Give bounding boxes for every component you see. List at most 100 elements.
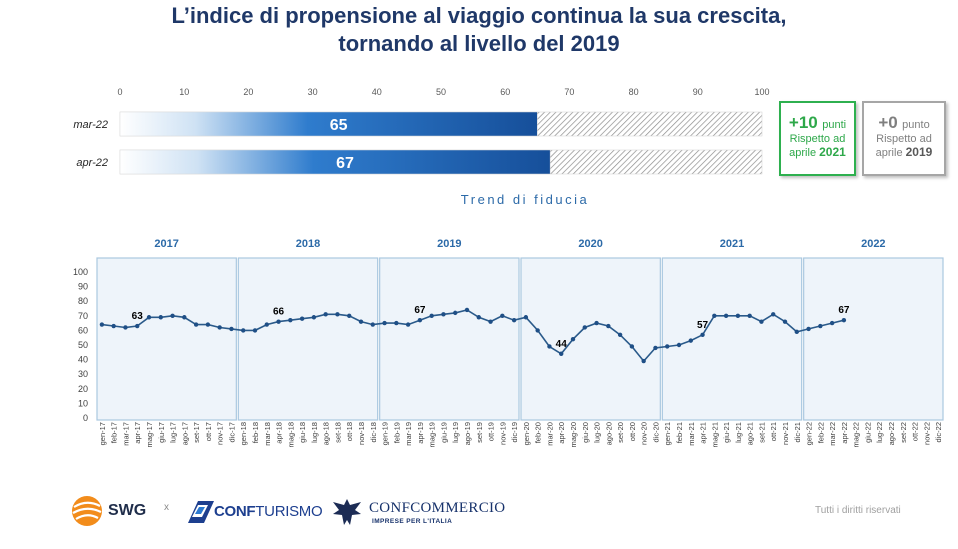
trend-point-ott-17 [205, 322, 211, 327]
trend-x-tick-ott-19: ott-19 [487, 422, 496, 441]
trend-x-tick-lug-19: lug-19 [451, 422, 460, 443]
trend-point-gen-20 [523, 315, 529, 320]
trend-x-tick-gen-20: gen-20 [522, 422, 531, 445]
trend-point-giu-18 [299, 316, 305, 321]
trend-x-tick-giu-22: giu-22 [863, 422, 872, 443]
trend-x-tick-dic-17: dic-17 [227, 422, 236, 442]
trend-x-tick-lug-20: lug-20 [593, 422, 602, 443]
trend-point-gen-17 [99, 322, 105, 327]
year-panel-2020 [520, 257, 661, 421]
confturismo-wordmark: CONFTURISMO [214, 503, 323, 520]
delta-2019-value: +0 [878, 113, 898, 132]
trend-line-chart: 2017 2018 2019 2020 2021 2022 0 10 20 30 40 50 60 70 8… [73, 238, 944, 447]
delta-2019-month: aprile [875, 147, 903, 159]
trend-x-tick-lug-22: lug-22 [875, 422, 884, 443]
bar-mar-22 [119, 111, 538, 137]
trend-point-nov-21 [782, 319, 788, 324]
delta-2021-unit: punti [822, 119, 847, 131]
trend-annotation-apr-20: 44 [556, 339, 568, 350]
trend-point-apr-22 [841, 317, 847, 323]
title-line-2: tornando al livello del 2019 [338, 31, 620, 56]
delta-2019-year: 2019 [905, 145, 933, 159]
trend-point-gen-19 [382, 320, 387, 326]
bar-apr-22 [119, 149, 551, 175]
trend-point-set-20 [617, 332, 623, 337]
bar-axis-tick-100: 100 [754, 87, 769, 97]
trend-x-tick-mag-17: mag-17 [145, 422, 154, 447]
trend-point-ott-21 [771, 312, 776, 317]
trend-point-dic-17 [229, 326, 234, 332]
trend-x-tick-set-17: set-17 [192, 422, 201, 443]
bar-axis-tick-90: 90 [693, 87, 703, 97]
trend-point-feb-17 [111, 323, 116, 329]
trend-x-tick-apr-17: apr-17 [133, 422, 142, 444]
trend-point-mar-19 [405, 322, 411, 327]
trend-point-mar-18 [264, 322, 269, 327]
trend-x-tick-feb-17: feb-17 [110, 422, 119, 443]
trend-point-lug-19 [453, 310, 458, 316]
trend-point-gen-21 [665, 344, 670, 349]
trend-x-tick-apr-20: apr-20 [557, 422, 566, 444]
trend-point-dic-20 [653, 345, 658, 351]
trend-point-mar-20 [547, 344, 552, 349]
bar-axis-tick-60: 60 [500, 87, 510, 97]
trend-point-mag-21 [712, 313, 717, 318]
trend-x-tick-apr-18: apr-18 [275, 422, 284, 444]
bar-axis-tick-10: 10 [179, 87, 189, 97]
trend-annotation-apr-22: 67 [838, 305, 850, 316]
trend-point-lug-21 [735, 313, 741, 318]
bar-axis-tick-20: 20 [243, 87, 253, 97]
trend-y-tick-10: 10 [78, 398, 88, 408]
trend-point-ago-17 [182, 315, 187, 320]
trend-x-tick-ott-18: ott-18 [345, 422, 354, 441]
delta-2021-value: +10 [788, 113, 818, 132]
year-panel-2021 [661, 257, 803, 421]
year-panel-2018 [237, 257, 379, 421]
trend-x-tick-gen-18: gen-18 [239, 422, 248, 445]
trend-x-tick-mag-22: mag-22 [852, 422, 861, 447]
trend-x-tick-ott-22: ott-22 [911, 422, 920, 441]
confcommercio-subtitle: IMPRESE PER L'ITALIA [372, 518, 453, 525]
swg-wordmark: SWG [108, 502, 147, 519]
confturismo-thin: TURISMO [255, 503, 323, 520]
year-panel-2019 [379, 257, 520, 421]
trend-x-tick-giu-20: giu-20 [581, 422, 590, 443]
trend-x-tick-ott-17: ott-17 [204, 422, 213, 441]
trend-y-tick-60: 60 [78, 325, 88, 335]
trend-x-tick-ott-20: ott-20 [628, 422, 637, 441]
trend-x-tick-feb-21: feb-21 [675, 422, 684, 443]
confturismo-logo-icon [188, 501, 214, 523]
delta-2019-caption: Rispetto ad [876, 133, 932, 145]
trend-x-tick-mar-17: mar-17 [121, 422, 130, 446]
trend-series-line [101, 309, 845, 363]
trend-x-tick-ago-19: ago-19 [463, 422, 472, 445]
bar-axis-tick-0: 0 [117, 87, 122, 97]
trend-point-set-19 [476, 315, 481, 320]
trend-point-feb-18 [252, 328, 258, 333]
trend-x-tick-set-21: set-21 [757, 422, 766, 443]
trend-point-dic-19 [511, 317, 517, 323]
trend-x-tick-set-20: set-20 [616, 422, 625, 443]
trend-point-apr-19 [417, 317, 423, 323]
trend-point-apr-21 [700, 332, 705, 337]
trend-x-tick-apr-21: apr-21 [699, 422, 708, 444]
trend-y-tick-90: 90 [78, 282, 88, 292]
trend-point-nov-19 [500, 313, 505, 318]
bar-axis-tick-40: 40 [372, 87, 382, 97]
trend-x-tick-dic-22: dic-22 [934, 422, 943, 442]
trend-point-giu-19 [441, 312, 446, 317]
trend-x-tick-apr-19: apr-19 [416, 422, 425, 444]
trend-x-tick-nov-19: nov-19 [498, 422, 507, 445]
trend-point-nov-18 [358, 319, 364, 324]
trend-point-ago-20 [606, 323, 611, 329]
trend-point-ott-19 [488, 319, 493, 324]
trend-x-tick-giu-18: giu-18 [298, 422, 307, 443]
trend-x-tick-mag-21: mag-21 [710, 422, 719, 447]
trend-x-tick-set-22: set-22 [899, 422, 908, 443]
trend-x-tick-ago-18: ago-18 [322, 422, 331, 445]
trend-point-dic-18 [370, 322, 375, 327]
trend-point-feb-19 [394, 320, 399, 326]
bar-value-label-mar-22: 65 [330, 117, 348, 134]
trend-point-mag-17 [146, 315, 152, 320]
